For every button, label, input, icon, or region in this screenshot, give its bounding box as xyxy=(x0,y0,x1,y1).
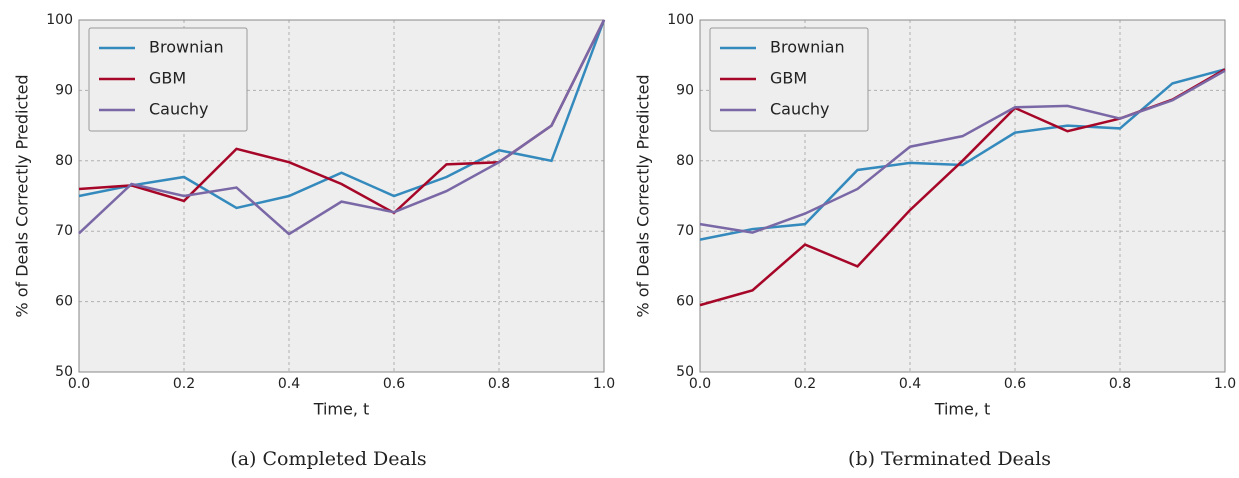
x-tick-label: 1.0 xyxy=(1214,376,1236,392)
data-line xyxy=(699,69,1226,234)
x-axis-label: Time, t xyxy=(934,400,991,419)
y-tick-label: 80 xyxy=(55,153,73,169)
y-tick-label: 90 xyxy=(676,82,694,98)
legend-box xyxy=(709,27,869,132)
y-tick-label: 50 xyxy=(676,364,694,380)
y-tick-label: 60 xyxy=(55,294,73,310)
axes-frame xyxy=(699,19,1226,373)
legend-label: GBM xyxy=(149,69,186,88)
legend-label: Brownian xyxy=(149,38,224,57)
caption: (a) Completed Deals xyxy=(230,448,426,470)
y-tick-label: 70 xyxy=(676,223,694,239)
x-tick-label: 0.6 xyxy=(383,376,405,392)
data-line xyxy=(78,19,606,236)
x-tick-label: 0.2 xyxy=(794,376,816,392)
x-tick-label: 0.6 xyxy=(1004,376,1026,392)
x-tick-label: 0.4 xyxy=(278,376,300,392)
legend-label: Brownian xyxy=(770,38,845,57)
legend-label: Cauchy xyxy=(149,100,209,119)
y-axis-label: % of Deals Correctly Predicted xyxy=(13,74,32,317)
y-tick-label: 50 xyxy=(55,364,73,380)
legend-box xyxy=(88,27,248,132)
y-tick-label: 70 xyxy=(55,223,73,239)
x-tick-label: 0.0 xyxy=(68,376,90,392)
data-line xyxy=(78,19,606,210)
x-tick-label: 0.8 xyxy=(488,376,510,392)
x-tick-label: 0.2 xyxy=(173,376,195,392)
legend-label: GBM xyxy=(770,69,807,88)
y-tick-label: 100 xyxy=(46,12,73,28)
x-tick-label: 0.4 xyxy=(899,376,921,392)
legend-label: Cauchy xyxy=(770,100,830,119)
y-tick-label: 60 xyxy=(676,294,694,310)
x-tick-label: 0.8 xyxy=(1109,376,1131,392)
x-axis-label: Time, t xyxy=(313,400,370,419)
y-tick-label: 90 xyxy=(55,82,73,98)
caption: (b) Terminated Deals xyxy=(848,448,1051,470)
x-tick-label: 0.0 xyxy=(689,376,711,392)
y-tick-label: 100 xyxy=(667,12,694,28)
y-tick-label: 80 xyxy=(676,153,694,169)
y-axis-label: % of Deals Correctly Predicted xyxy=(634,74,653,317)
x-tick-label: 1.0 xyxy=(593,376,615,392)
